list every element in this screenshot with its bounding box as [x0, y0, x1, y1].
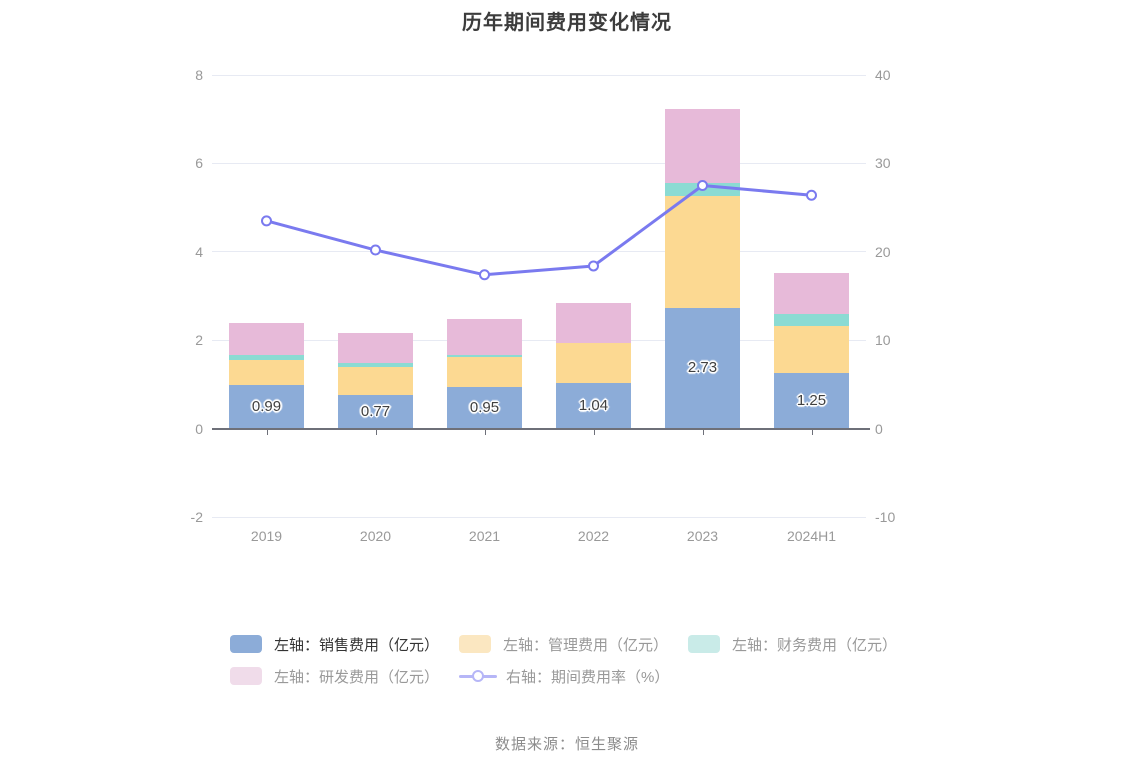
legend-label: 左轴：销售费用（亿元） — [274, 636, 440, 654]
legend-item[interactable]: 左轴：销售费用（亿元） — [230, 634, 459, 655]
right-axis-tick-label: 0 — [875, 420, 883, 437]
expense-ratio-point[interactable] — [261, 215, 272, 227]
bar-segment-management[interactable] — [774, 326, 849, 374]
bar-value-label: 1.25 — [796, 391, 827, 409]
x-axis-tick — [375, 429, 377, 435]
bar-segment-management[interactable] — [556, 343, 631, 383]
x-axis-line — [212, 427, 870, 430]
left-axis-tick-label: 0 — [195, 420, 203, 437]
bar-segment-sales[interactable] — [447, 386, 522, 429]
bar-segment-management[interactable] — [447, 356, 522, 387]
right-axis-tick-label: 40 — [875, 67, 891, 83]
x-axis-label: 2022 — [577, 528, 610, 544]
legend-row: 左轴：研发费用（亿元） 右轴：期间费用率（%） — [230, 666, 669, 686]
bar-segment-sales[interactable] — [556, 382, 631, 429]
left-axis-tick-label: 2 — [195, 332, 203, 349]
legend-label: 右轴：期间费用率（%） — [506, 668, 670, 686]
bar-segment-finance[interactable] — [774, 313, 849, 327]
x-axis-label: 2020 — [359, 528, 392, 544]
bar-segment-finance[interactable] — [665, 182, 740, 196]
chart-title: 历年期间费用变化情况 — [462, 12, 672, 34]
bar-value-label: 0.77 — [360, 402, 391, 420]
right-axis-tick-label: 30 — [875, 155, 891, 172]
right-axis-tick-label: 10 — [875, 332, 891, 349]
bar-segment-rd[interactable] — [774, 272, 849, 314]
line-series-icon-marker — [472, 670, 484, 682]
bar-segment-finance[interactable] — [338, 362, 413, 368]
legend-item[interactable]: 左轴：管理费用（亿元） — [459, 634, 688, 655]
left-axis-tick-label: 4 — [195, 243, 203, 260]
bar-segment-finance[interactable] — [229, 355, 304, 360]
data-source-note: 数据来源：恒生聚源 — [494, 736, 639, 753]
expense-ratio-point[interactable] — [370, 244, 381, 256]
right-axis-tick-label: 20 — [875, 243, 891, 260]
bar-segment-rd[interactable] — [229, 323, 304, 356]
x-axis-label: 2023 — [686, 528, 719, 544]
legend-label: 左轴：研发费用（亿元） — [274, 668, 440, 686]
bar-segment-sales[interactable] — [774, 373, 849, 429]
x-axis-label: 2021 — [468, 528, 501, 544]
left-axis-tick-label: -2 — [190, 509, 203, 525]
y-gridline — [212, 74, 866, 76]
legend-label: 左轴：财务费用（亿元） — [732, 636, 898, 654]
bar-segment-finance[interactable] — [447, 354, 522, 357]
bar-value-label: 0.99 — [251, 397, 282, 415]
bar-segment-sales[interactable] — [229, 384, 304, 429]
left-axis-tick-label: 6 — [195, 155, 203, 172]
x-axis-tick — [593, 429, 595, 435]
x-axis-tick — [702, 429, 704, 435]
y-gridline — [212, 251, 866, 253]
bar-value-label: 2.73 — [687, 359, 718, 377]
legend-item[interactable]: 左轴：财务费用（亿元） — [688, 634, 897, 655]
y-gridline — [212, 162, 866, 164]
expense-ratio-point[interactable] — [806, 189, 817, 201]
bar-segment-sales[interactable] — [338, 394, 413, 429]
legend-item[interactable]: 右轴：期间费用率（%） — [459, 666, 669, 687]
bar-segment-management[interactable] — [665, 195, 740, 308]
right-axis-tick-label: -10 — [875, 509, 896, 525]
expense-ratio-point[interactable] — [588, 260, 599, 272]
bar-value-label: 1.04 — [578, 396, 609, 414]
y-gridline — [212, 516, 866, 518]
legend-row: 左轴：销售费用（亿元） 左轴：管理费用（亿元） 左轴：财务费用（亿元） — [230, 634, 897, 654]
bar-segment-rd[interactable] — [665, 109, 740, 183]
legend-label: 左轴：管理费用（亿元） — [503, 636, 669, 654]
bar-series-swatch-icon — [230, 635, 262, 653]
bar-series-swatch-icon — [459, 635, 491, 653]
bar-value-label: 0.95 — [469, 398, 500, 416]
x-axis-label: 2019 — [250, 528, 283, 544]
bar-series-swatch-icon — [230, 667, 262, 685]
bar-segment-management[interactable] — [229, 359, 304, 385]
left-axis-tick-label: 8 — [195, 67, 203, 83]
x-axis-label: 2024H1 — [786, 528, 837, 544]
line-series-icon — [459, 667, 497, 685]
bar-segment-rd[interactable] — [447, 319, 522, 355]
y-gridline — [212, 339, 866, 341]
bar-series-swatch-icon — [688, 635, 720, 653]
bar-segment-management[interactable] — [338, 367, 413, 395]
legend-item[interactable]: 左轴：研发费用（亿元） — [230, 666, 459, 687]
x-axis-tick — [484, 429, 486, 435]
bar-segment-rd[interactable] — [338, 332, 413, 363]
expense-ratio-point[interactable] — [479, 269, 490, 281]
x-axis-tick — [811, 429, 813, 435]
x-axis-tick — [266, 429, 268, 435]
bar-segment-rd[interactable] — [556, 302, 631, 344]
bar-segment-sales[interactable] — [665, 307, 740, 429]
